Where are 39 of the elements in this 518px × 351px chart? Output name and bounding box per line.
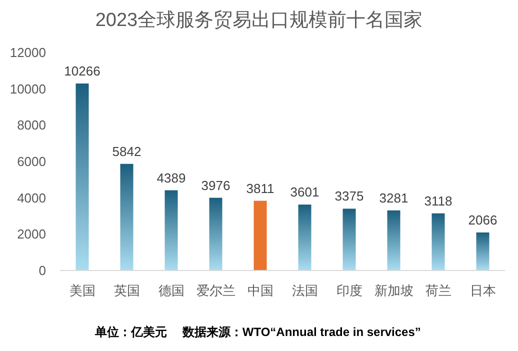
y-tick-label: 2000: [17, 226, 46, 242]
data-label: 3601: [290, 184, 320, 200]
y-tick-label: 6000: [17, 154, 46, 169]
x-tick-label: 中国: [247, 283, 274, 298]
bar: [298, 204, 312, 270]
y-tick-label: 4000: [17, 190, 46, 206]
y-tick-label: 10000: [10, 81, 46, 96]
y-tick-label: 8000: [17, 118, 46, 133]
x-tick-label: 英国: [114, 283, 140, 298]
bar: [164, 190, 178, 270]
y-tick-label: 0: [38, 263, 46, 278]
bar: [432, 213, 445, 270]
bar: [476, 232, 490, 270]
x-tick-label: 德国: [158, 283, 184, 298]
data-label: 2066: [468, 212, 498, 228]
data-label: 3375: [334, 188, 364, 204]
x-tick-label: 新加坡: [374, 283, 414, 298]
data-label: 3118: [424, 193, 452, 208]
data-label: 3976: [201, 178, 230, 193]
y-tick-label: 12000: [10, 45, 46, 60]
bar: [120, 164, 134, 270]
data-label: 10266: [64, 64, 100, 78]
x-tick-label: 爱尔兰: [196, 283, 236, 298]
bar: [254, 200, 267, 270]
x-tick-label: 荷兰: [425, 283, 452, 298]
x-tick-label: 美国: [69, 283, 96, 298]
bar: [342, 208, 356, 270]
x-tick-label: 法国: [292, 283, 318, 298]
data-label: 3281: [379, 190, 408, 206]
x-tick-label: 日本: [470, 283, 496, 298]
data-label: 4389: [156, 170, 186, 186]
x-tick-label: 印度: [336, 283, 362, 298]
data-label: 5842: [112, 144, 142, 159]
text: 单位：亿美元 数据来源：WTO“Annual trade in services”: [94, 325, 421, 339]
chart-title: 2023全球服务贸易出口规模前十名国家: [95, 9, 423, 31]
bar: [76, 84, 89, 270]
bar: [387, 210, 400, 270]
bar: [209, 198, 222, 270]
data-label: 3811: [246, 180, 274, 196]
